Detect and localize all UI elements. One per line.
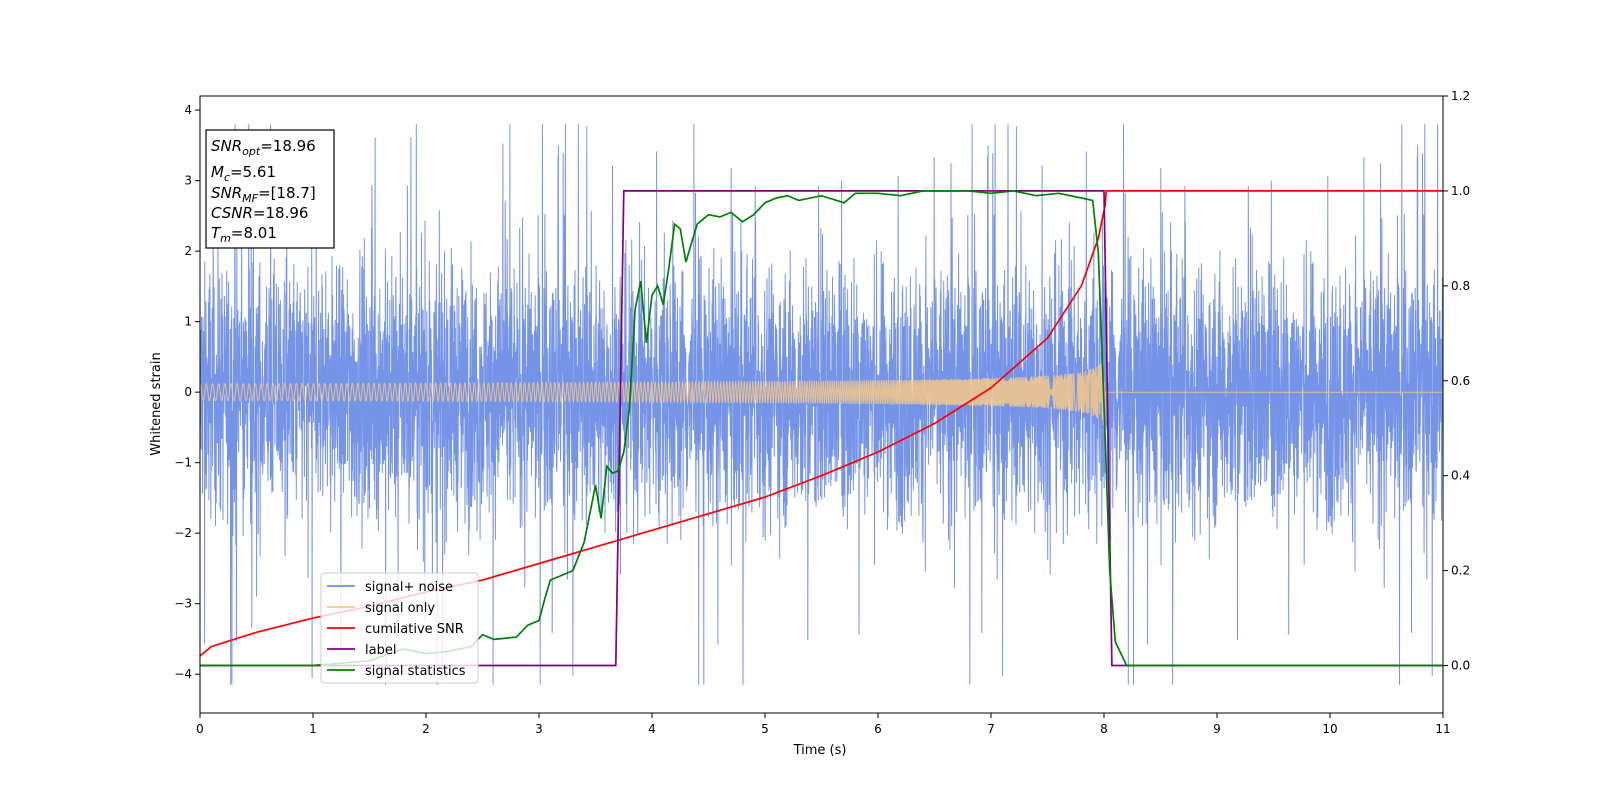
y-tick-label: 2 <box>184 244 192 258</box>
annotation-tm: Tm=8.01 <box>211 224 277 245</box>
y-tick-label: 1 <box>184 315 192 329</box>
y2-tick-label: 0.8 <box>1451 279 1470 293</box>
x-tick-label: 4 <box>648 722 656 736</box>
series-signal-only <box>200 360 1443 425</box>
plot-frame <box>199 95 1444 714</box>
annotation-mc: Mc=5.61 <box>211 163 276 184</box>
x-axis-label: Time (s) <box>793 743 847 758</box>
x-tick-label: 11 <box>1435 722 1450 736</box>
x-tick-label: 7 <box>987 722 995 736</box>
y-tick-label: 3 <box>184 174 192 188</box>
axes-layer: 0 1 2 3 4 5 6 7 8 9 10 1143210−1−2−3−41.21.00.80.60… <box>174 89 1470 736</box>
y-tick-label: 0 <box>184 385 192 399</box>
y-tick-label: −3 <box>174 597 192 611</box>
x-tick-label: 0 <box>196 722 204 736</box>
y2-tick-label: 0.2 <box>1451 564 1470 578</box>
y2-tick-label: 1.2 <box>1451 89 1470 103</box>
x-tick-label: 5 <box>761 722 769 736</box>
x-tick-label: 9 <box>1213 722 1221 736</box>
x-tick-label: 3 <box>535 722 543 736</box>
y2-tick-label: 0.6 <box>1451 374 1470 388</box>
legend-signal-statistics: signal statistics <box>365 664 466 679</box>
annotation-snr-mf: SNRMF=[18.7] <box>211 184 316 205</box>
x-tick-label: 8 <box>1100 722 1108 736</box>
annotation-csnr: CSNR=18.96 <box>211 204 308 222</box>
snr-annotation-box: SNRopt=18.96 Mc=5.61 SNRMF=[18.7] CSNR=1… <box>205 129 335 249</box>
y-axis-label: Whitened strain <box>149 352 164 455</box>
y2-tick-label: 0.0 <box>1451 659 1470 673</box>
x-tick-label: 2 <box>422 722 430 736</box>
y-tick-label: −1 <box>174 456 192 470</box>
legend-signal-only: signal only <box>365 601 435 616</box>
annotation-snr-opt: SNRopt=18.96 <box>211 137 316 158</box>
legend-label: label <box>365 643 396 658</box>
y-tick-label: 4 <box>184 103 192 117</box>
legend: signal+ noise signal only cumilative SNR la… <box>320 572 479 684</box>
legend-signal-noise: signal+ noise <box>365 580 453 595</box>
x-tick-label: 6 <box>874 722 882 736</box>
y2-tick-label: 0.4 <box>1451 469 1470 483</box>
x-tick-label: 1 <box>309 722 317 736</box>
legend-cumulative-snr: cumilative SNR <box>365 622 464 637</box>
y-tick-label: −4 <box>174 667 192 681</box>
y-tick-label: −2 <box>174 526 192 540</box>
series-signal-statistics <box>200 190 1443 667</box>
y2-tick-label: 1.0 <box>1451 184 1470 198</box>
x-tick-label: 10 <box>1322 722 1337 736</box>
series-signal-noise <box>200 124 1443 685</box>
